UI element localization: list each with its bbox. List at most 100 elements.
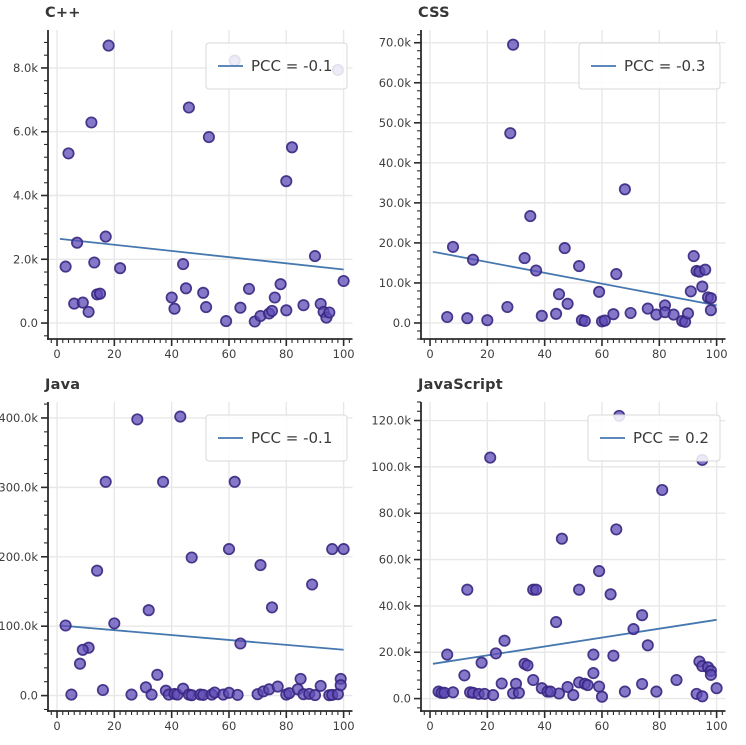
- scatter-point: [552, 288, 566, 301]
- scatter-point: [610, 268, 623, 281]
- scatter-point: [59, 260, 72, 273]
- scatter-points: [59, 410, 350, 702]
- y-tick-label: 0.0: [20, 316, 38, 330]
- x-tick-label: 0: [53, 719, 60, 733]
- scatter-point: [641, 639, 654, 652]
- chart-title-javascript: JavaScript: [418, 377, 503, 393]
- scatter-point: [684, 285, 697, 298]
- x-tick-label: 20: [107, 719, 122, 733]
- axes: 0 20 40 60 80 100 0.0 2.0k 4.0k 6.0k 8.0k: [13, 30, 355, 361]
- y-tick-label: 8.0k: [13, 61, 38, 75]
- x-tick-label: 80: [652, 347, 667, 361]
- scatter-point: [561, 680, 574, 694]
- scatter-point: [93, 287, 107, 300]
- scatter-point: [461, 312, 474, 325]
- scatter-point: [587, 667, 600, 680]
- scatter-point: [530, 264, 543, 277]
- scatter-point: [220, 315, 233, 328]
- scatter-point: [131, 413, 144, 426]
- scatter-point: [604, 588, 617, 601]
- y-tick-label: 100.0k: [0, 619, 38, 633]
- x-tick-label: 0: [426, 719, 433, 733]
- scatter-point: [696, 690, 709, 703]
- y-tick-label: 80.0k: [379, 506, 412, 520]
- scatter-point: [495, 677, 508, 690]
- scatter-point: [76, 296, 89, 309]
- scatter-point: [710, 682, 723, 695]
- y-tick-label: 120.0k: [371, 414, 411, 428]
- scatter-point: [285, 141, 299, 154]
- scatter-point: [59, 619, 72, 632]
- x-tick-label: 40: [537, 347, 552, 361]
- y-tick-label: 70.0k: [379, 36, 412, 50]
- scatter-point: [82, 305, 95, 318]
- scatter-point: [595, 690, 609, 703]
- legend-box: [205, 414, 348, 462]
- axes: 0 20 40 60 80 100 0.0 10.0k 20.0k 30.0k 40.0k 50.0k…: [379, 30, 728, 361]
- scatter-point: [76, 643, 89, 656]
- scatter-point: [681, 307, 695, 320]
- scatter-point: [704, 292, 717, 305]
- scatter-point: [88, 256, 101, 269]
- axes: 0 20 40 60 80 100 0.0 100.0k 200.0k 300.0k 400.0k: [0, 402, 355, 733]
- y-tick-label: 20.0k: [379, 236, 412, 250]
- scatter-point: [334, 679, 347, 692]
- scatter-point: [108, 617, 121, 630]
- scatter-point: [177, 258, 190, 271]
- chart-title-cpp: C++: [45, 5, 81, 21]
- scatter-point: [231, 688, 244, 701]
- chart-title-css: CSS: [418, 5, 450, 21]
- scatter-point: [337, 274, 350, 288]
- scatter-point: [179, 282, 193, 295]
- scatter-point: [91, 564, 104, 577]
- y-tick-label: 40.0k: [379, 599, 412, 613]
- scatter-point: [297, 299, 310, 312]
- trend-line: [432, 250, 717, 307]
- y-tick-label: 300.0k: [0, 480, 38, 494]
- scatter-point: [306, 578, 319, 591]
- subplot-css: CSS 0 20 40 60 80 100 0.0 10.0k 20.0k 30.0k 40.0k 5…: [373, 0, 746, 373]
- scatter-point: [561, 297, 574, 310]
- x-tick-label: 40: [164, 719, 179, 733]
- scatter-point: [696, 280, 709, 293]
- scatter-point: [593, 285, 606, 298]
- x-tick-label: 80: [279, 347, 294, 361]
- chart-title-java: Java: [45, 377, 81, 393]
- scatter-point: [294, 672, 307, 685]
- scatter-point: [308, 250, 322, 263]
- scatter-point: [618, 183, 631, 196]
- x-tick-label: 20: [480, 719, 495, 733]
- x-tick-label: 60: [595, 347, 610, 361]
- scatter-point: [527, 673, 540, 687]
- scatter-point: [337, 543, 350, 556]
- scatter-point: [550, 616, 563, 629]
- scatter-point: [498, 634, 511, 647]
- scatter-point: [458, 669, 471, 682]
- scatter-point: [314, 679, 327, 692]
- scatter-point: [441, 648, 454, 661]
- scatter-point: [489, 647, 502, 660]
- legend: PCC = 0.2: [587, 414, 721, 462]
- chart-canvas-javascript: 0 20 40 60 80 100 0.0 20.0k 40.0k 60.0k 80.0k 100.0…: [371, 401, 728, 733]
- scatter-point: [704, 668, 717, 681]
- scatter-point: [185, 551, 198, 564]
- scatter-point: [446, 686, 460, 699]
- scatter-point: [535, 309, 548, 322]
- scatter-point: [265, 304, 279, 317]
- legend: PCC = -0.1: [205, 414, 348, 462]
- legend-label: PCC = -0.3: [624, 57, 705, 75]
- scatter-point: [704, 304, 717, 317]
- scatter-point: [475, 656, 488, 669]
- y-tick-label: 0.0: [20, 689, 38, 703]
- scatter-point: [274, 278, 287, 291]
- scatter-point: [504, 127, 517, 140]
- scatter-point: [524, 210, 537, 223]
- scatter-point: [521, 659, 534, 672]
- scatter-point: [636, 609, 649, 622]
- scatter-point: [200, 301, 213, 314]
- trend-line: [432, 618, 717, 665]
- legend: PCC = -0.3: [578, 42, 721, 90]
- legend-box: [578, 42, 721, 90]
- x-tick-label: 60: [222, 719, 237, 733]
- scatter-point: [234, 301, 247, 314]
